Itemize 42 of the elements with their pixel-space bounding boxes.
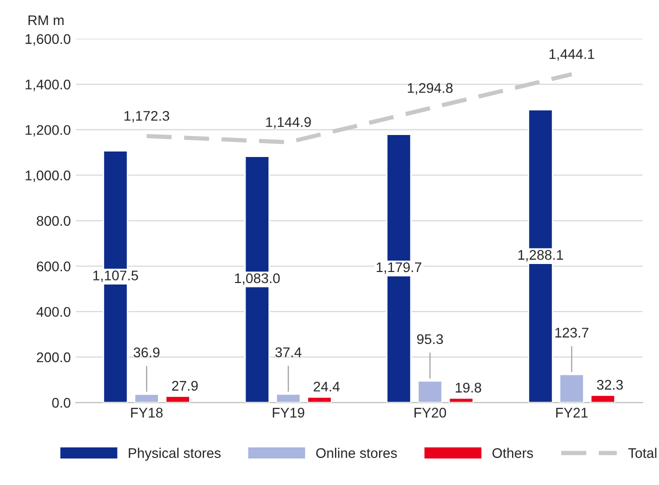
y-tick-label: 0.0 xyxy=(52,398,70,408)
y-tick-label: 1,000.0 xyxy=(26,170,70,182)
y-tick-label: 1,400.0 xyxy=(26,80,70,92)
legend-label: Total xyxy=(628,448,656,458)
x-tick-label: FY19 xyxy=(272,408,304,418)
y-tick-label: 800.0 xyxy=(36,216,70,226)
legend-label: Physical stores xyxy=(128,448,221,461)
data-label: 24.4 xyxy=(314,382,340,392)
data-label: 1,144.9 xyxy=(266,117,311,129)
data-label: 1,179.7 xyxy=(376,262,422,274)
data-label: 1,288.1 xyxy=(518,250,564,262)
data-label: 32.3 xyxy=(596,380,623,390)
y-axis-title: RM m xyxy=(28,15,64,26)
data-label: 37.4 xyxy=(275,347,302,358)
data-label: 1,107.5 xyxy=(93,270,138,282)
x-tick-label: FY21 xyxy=(556,408,588,418)
x-tick-label: FY20 xyxy=(414,408,446,418)
data-label: 95.3 xyxy=(417,334,443,344)
bar xyxy=(417,380,443,403)
y-tick-label: 200.0 xyxy=(36,352,70,362)
data-label: 19.8 xyxy=(456,382,482,393)
bar xyxy=(590,394,616,403)
legend-label: Others xyxy=(492,448,533,458)
data-label: 123.7 xyxy=(555,328,588,338)
data-label: 1,083.0 xyxy=(235,273,280,285)
data-label: 1,172.3 xyxy=(124,110,170,122)
bar xyxy=(558,374,584,403)
legend-label: Online stores xyxy=(316,448,397,458)
data-label: 27.9 xyxy=(172,380,198,391)
y-tick-label: 1,200.0 xyxy=(26,125,70,137)
bar xyxy=(306,396,332,403)
y-tick-label: 1,600.0 xyxy=(26,34,70,46)
data-label: 1,444.1 xyxy=(550,49,594,61)
bar xyxy=(165,396,191,403)
y-tick-label: 400.0 xyxy=(36,306,70,317)
y-tick-label: 600.0 xyxy=(36,261,70,272)
data-label: 1,294.8 xyxy=(408,83,453,95)
bar xyxy=(134,393,160,403)
bar xyxy=(448,397,474,403)
data-label: 36.9 xyxy=(134,347,160,358)
bar xyxy=(276,393,302,403)
x-tick-label: FY18 xyxy=(131,408,163,418)
